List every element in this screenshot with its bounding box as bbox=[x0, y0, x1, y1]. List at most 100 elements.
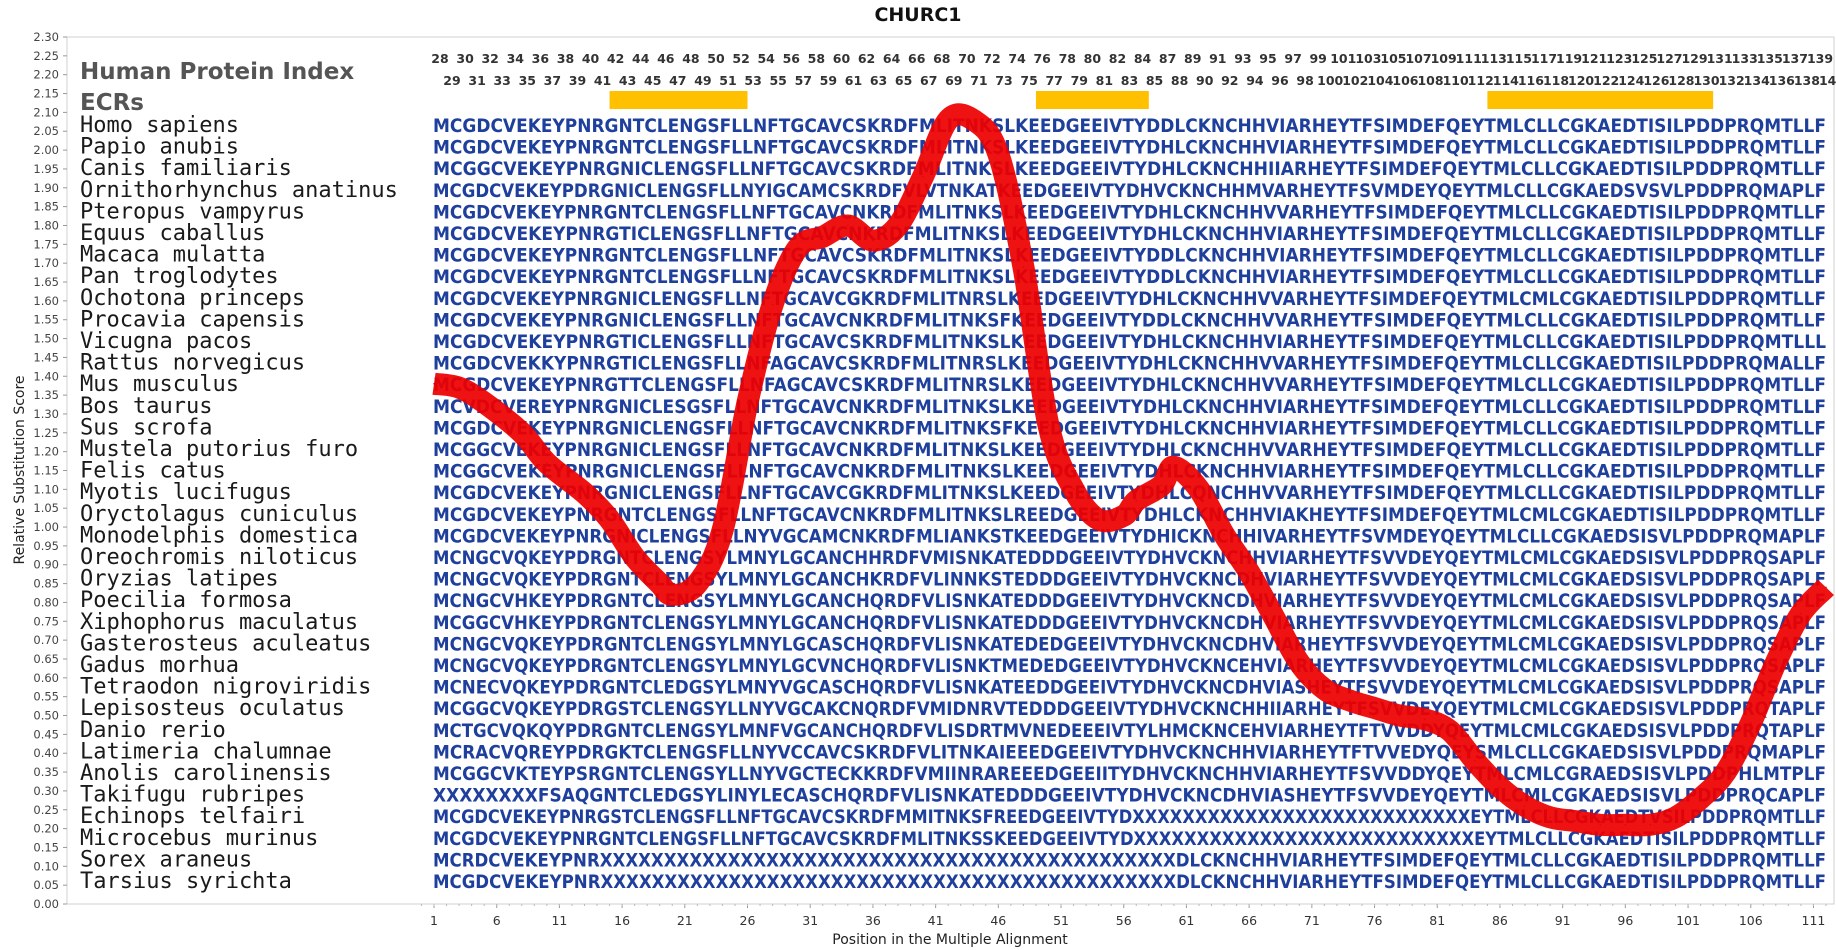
human-position-label: 109 bbox=[1431, 51, 1457, 66]
series-point bbox=[997, 153, 1000, 155]
y-tick-label: 0.20 bbox=[33, 822, 59, 836]
y-tick-label: 0.45 bbox=[33, 727, 59, 741]
species-name: Gasterosteus aculeatus bbox=[80, 631, 371, 656]
series-point bbox=[922, 175, 924, 178]
human-position-label: 107 bbox=[1405, 51, 1431, 66]
species-name: Anolis carolinensis bbox=[80, 761, 332, 786]
sequence-row: MCGGCVHKEYPDRGNTCLENGSYLMNYLGCANCHQRDFVL… bbox=[433, 612, 1826, 634]
y-tick-label: 1.75 bbox=[33, 237, 59, 251]
y-tick-label: 1.85 bbox=[33, 200, 59, 214]
human-position-label: 28 bbox=[431, 51, 448, 66]
y-tick-label: 0.15 bbox=[33, 840, 59, 854]
human-position-label: 99 bbox=[1309, 51, 1326, 66]
human-position-label: 48 bbox=[682, 51, 699, 66]
y-tick-label: 0.05 bbox=[33, 878, 59, 892]
species-name: Microcebus murinus bbox=[80, 826, 318, 851]
species-name: Canis familiaris bbox=[80, 156, 292, 181]
sequence-row: MCGGCVKTEYPSRGNTCLENGSYLLNYVGCTECKKRDFVM… bbox=[433, 763, 1826, 785]
species-name: Ochotona princeps bbox=[80, 286, 305, 311]
human-position-label: 130 bbox=[1693, 73, 1719, 88]
y-tick-label: 0.55 bbox=[33, 690, 59, 704]
series-point bbox=[1198, 488, 1200, 491]
y-tick-label: 1.30 bbox=[33, 407, 59, 421]
series-point bbox=[521, 432, 523, 434]
human-position-label: 136 bbox=[1769, 73, 1795, 88]
species-name: Procavia capensis bbox=[80, 307, 305, 332]
human-position-label: 120 bbox=[1568, 73, 1594, 88]
sequence-row: MCNGCVQKEYPDRGNTCLENGSYLMNYLGCVNCHQRDFVL… bbox=[433, 655, 1826, 677]
human-position-label: 113 bbox=[1481, 51, 1507, 66]
series-point bbox=[1574, 820, 1576, 822]
y-tick-label: 0.60 bbox=[33, 671, 59, 685]
human-position-label: 35 bbox=[519, 73, 536, 88]
series-point bbox=[1097, 518, 1100, 521]
y-tick-label: 2.10 bbox=[33, 105, 59, 119]
human-position-label: 134 bbox=[1744, 73, 1770, 88]
x-axis-ticks: 1 6 11 16 21 26 31 36 41 46 51 56 61 66 71 76 81 86 91 96 10… bbox=[420, 904, 1827, 928]
human-position-label: 133 bbox=[1732, 51, 1758, 66]
human-position-label: 32 bbox=[481, 51, 498, 66]
sequence-row: MCNGCVHKEYPDRGNTCLENGSYLMNYLGCANCHQRDFVL… bbox=[433, 590, 1826, 612]
sequence-row: MCNGCVQKEYPDRGNTCLENGSYLMNYLGCANCHHRDFVM… bbox=[433, 547, 1826, 569]
human-positions-top-row: 28 30 32 34 36 38 40 42 44 46 48 50 52 54 56 58 60 62 64 66… bbox=[431, 51, 1833, 66]
series-point bbox=[972, 119, 974, 121]
sequence-row: MCGDCVEKEYPNRGTICLENGSFLLNFTGCAVCNKRDFML… bbox=[433, 223, 1826, 245]
sequence-row: MCGDCVEKEYPNRGNICLENGSFLLNFTGCAVCNKRDFML… bbox=[433, 417, 1826, 439]
human-position-label: 45 bbox=[644, 73, 661, 88]
y-tick-label: 1.00 bbox=[33, 520, 59, 534]
human-position-label: 44 bbox=[632, 51, 650, 66]
human-position-label: 56 bbox=[783, 51, 801, 66]
species-name: Sorex araneus bbox=[80, 847, 252, 872]
human-position-label: 51 bbox=[719, 73, 736, 88]
species-name: Vicugna pacos bbox=[80, 329, 252, 354]
human-position-label: 67 bbox=[920, 73, 937, 88]
human-position-label: 74 bbox=[1008, 51, 1026, 66]
human-position-label: 129 bbox=[1681, 51, 1707, 66]
human-position-label: 58 bbox=[808, 51, 825, 66]
x-tick-label: 101 bbox=[1676, 913, 1700, 928]
y-tick-label: 1.45 bbox=[33, 350, 59, 364]
series-point bbox=[1398, 714, 1401, 717]
x-tick-label: 51 bbox=[1053, 913, 1069, 928]
human-position-label: 30 bbox=[456, 51, 474, 66]
x-tick-label: 81 bbox=[1429, 913, 1445, 928]
series-point bbox=[1298, 661, 1301, 664]
human-position-label: 127 bbox=[1656, 51, 1682, 66]
y-tick-label: 0.65 bbox=[33, 652, 59, 666]
human-position-label: 38 bbox=[557, 51, 574, 66]
series-point bbox=[1599, 824, 1602, 826]
human-position-label: 57 bbox=[795, 73, 812, 88]
human-position-label: 83 bbox=[1121, 73, 1138, 88]
human-position-label: 82 bbox=[1109, 51, 1126, 66]
sequence-row: MCGGCVEKEYPNRGNICLENGSFLLNFTGCAVCNKRDFML… bbox=[433, 461, 1826, 483]
x-tick-label: 76 bbox=[1367, 913, 1383, 928]
sequence-row: MCGDCVEKEYPNRGTICLENGSFLLNFTGCAVCSKRDFML… bbox=[433, 331, 1826, 353]
series-point bbox=[1724, 771, 1727, 773]
species-name: Oryzias latipes bbox=[80, 567, 279, 592]
human-position-label: 101 bbox=[1330, 51, 1356, 66]
species-name: Oreochromis niloticus bbox=[80, 545, 358, 570]
sequence-row: MCRACVQREYPDRGKTCLENGSFLLNYVCCAVCSKRDFVL… bbox=[433, 741, 1826, 763]
human-position-label: 39 bbox=[569, 73, 586, 88]
species-name: Papio anubis bbox=[80, 135, 239, 160]
y-tick-label: 1.35 bbox=[33, 388, 59, 402]
species-name: Monodelphis domestica bbox=[80, 523, 358, 548]
y-tick-label: 2.05 bbox=[33, 124, 59, 138]
series-point bbox=[1348, 699, 1351, 702]
human-position-label: 68 bbox=[933, 51, 950, 66]
human-position-label: 71 bbox=[970, 73, 987, 88]
y-tick-label: 0.90 bbox=[33, 558, 59, 572]
human-position-label: 66 bbox=[908, 51, 926, 66]
human-position-label: 29 bbox=[443, 73, 460, 88]
y-tick-label: 1.10 bbox=[33, 482, 59, 496]
series-point bbox=[1373, 707, 1376, 709]
y-tick-label: 1.70 bbox=[33, 256, 59, 270]
human-position-label: 75 bbox=[1020, 73, 1037, 88]
series-point bbox=[847, 224, 849, 227]
species-name: Homo sapiens bbox=[80, 113, 239, 138]
series-point bbox=[1699, 797, 1702, 800]
series-point bbox=[608, 518, 611, 521]
human-position-label: 87 bbox=[1159, 51, 1176, 66]
